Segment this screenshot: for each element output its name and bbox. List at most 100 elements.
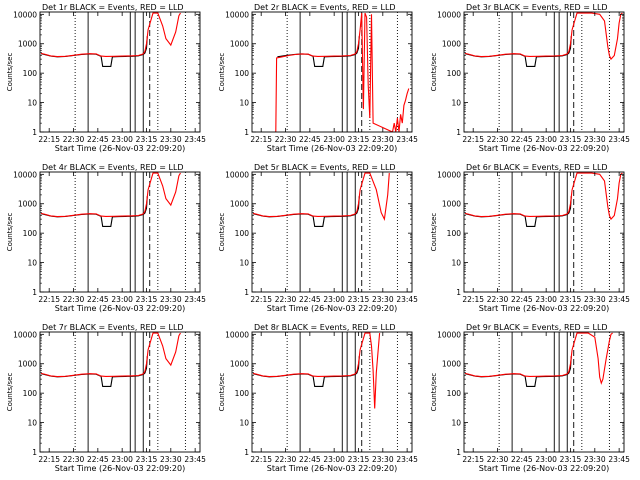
y-tick-label: 10 (451, 419, 461, 428)
y-tick-label: 100 (235, 69, 250, 78)
x-axis-label: Start Time (26-Nov-03 22:09:20) (55, 464, 185, 473)
y-tick-label: 10 (451, 259, 461, 268)
x-tick-label: 23:45 (396, 455, 418, 464)
y-axis-label: Counts/sec (6, 53, 14, 92)
x-tick-label: 22:30 (275, 135, 297, 144)
x-tick-label: 23:00 (323, 455, 345, 464)
x-tick-label: 23:15 (560, 135, 582, 144)
x-tick-label: 23:45 (184, 295, 206, 304)
plot-area (464, 332, 613, 452)
x-axis-label: Start Time (26-Nov-03 22:09:20) (267, 304, 397, 313)
lld-series-line (464, 172, 623, 221)
y-tick-label: 100 (447, 229, 462, 238)
y-tick-label: 1000 (442, 40, 461, 49)
x-tick-label: 22:15 (250, 135, 272, 144)
x-tick-label: 23:15 (348, 295, 370, 304)
y-tick-label: 1000 (18, 40, 37, 49)
y-tick-label: 1 (32, 288, 37, 297)
panel-title: Det 6r BLACK = Events, RED = LLD (466, 163, 608, 172)
x-tick-label: 23:30 (584, 295, 606, 304)
x-tick-label: 23:30 (584, 135, 606, 144)
x-tick-label: 22:15 (250, 295, 272, 304)
panel-det-4: Det 4r BLACK = Events, RED = LLD 1 10 100 10… (6, 163, 206, 313)
y-tick-label: 1 (456, 288, 461, 297)
x-tick-label: 23:30 (160, 455, 182, 464)
y-tick-label: 1 (456, 128, 461, 137)
y-tick-label: 100 (23, 69, 38, 78)
plot-area (464, 12, 623, 132)
x-tick-label: 22:30 (487, 455, 509, 464)
x-tick-label: 23:00 (535, 135, 557, 144)
x-tick-label: 23:45 (608, 455, 630, 464)
panel-title: Det 1r BLACK = Events, RED = LLD (42, 3, 184, 12)
x-tick-label: 22:45 (87, 295, 109, 304)
panel-title: Det 4r BLACK = Events, RED = LLD (42, 163, 184, 172)
x-tick-label: 22:15 (462, 295, 484, 304)
lld-series-line (464, 12, 623, 61)
x-axis-label: Start Time (26-Nov-03 22:09:20) (267, 464, 397, 473)
y-tick-label: 10000 (225, 330, 249, 339)
x-tick-label: 23:15 (560, 455, 582, 464)
plot-frame (39, 11, 201, 133)
panel-det-7: Det 7r BLACK = Events, RED = LLD 1 10 100 10… (6, 323, 206, 473)
x-tick-label: 23:00 (323, 295, 345, 304)
y-tick-label: 10 (27, 99, 37, 108)
panel-det-5: Det 5r BLACK = Events, RED = LLD 1 10 100 10… (218, 163, 418, 313)
y-tick-label: 100 (235, 229, 250, 238)
panel-title: Det 5r BLACK = Events, RED = LLD (254, 163, 396, 172)
y-tick-label: 1000 (442, 360, 461, 369)
y-tick-label: 1 (456, 448, 461, 457)
plot-frame (463, 171, 625, 293)
y-tick-label: 1000 (230, 200, 249, 209)
y-tick-label: 1000 (18, 360, 37, 369)
x-tick-label: 23:45 (396, 135, 418, 144)
panel-det-9: Det 9r BLACK = Events, RED = LLD 1 10 100 10… (430, 323, 630, 473)
x-axis-label: Start Time (26-Nov-03 22:09:20) (55, 304, 185, 313)
y-tick-label: 10 (239, 99, 249, 108)
y-tick-label: 1 (32, 128, 37, 137)
y-tick-label: 10 (239, 259, 249, 268)
events-series-line (40, 356, 148, 387)
plot-frame (39, 171, 201, 293)
plot-area (40, 332, 186, 452)
events-series-line (464, 36, 572, 67)
x-tick-label: 22:30 (275, 295, 297, 304)
x-tick-label: 23:15 (560, 295, 582, 304)
y-tick-label: 10000 (13, 170, 37, 179)
events-series-line (464, 356, 572, 387)
lld-series-line (40, 12, 181, 58)
y-tick-label: 10 (27, 419, 37, 428)
y-axis-label: Counts/sec (430, 53, 438, 92)
x-tick-label: 23:30 (160, 295, 182, 304)
x-tick-label: 23:30 (160, 135, 182, 144)
x-axis-label: Start Time (26-Nov-03 22:09:20) (479, 464, 609, 473)
x-tick-label: 23:15 (136, 295, 158, 304)
x-tick-label: 22:30 (487, 135, 509, 144)
y-tick-label: 1 (32, 448, 37, 457)
lld-series-line (40, 172, 181, 218)
y-tick-label: 10000 (13, 10, 37, 19)
x-tick-label: 22:15 (250, 455, 272, 464)
y-tick-label: 10 (451, 99, 461, 108)
events-series-line (252, 196, 360, 227)
events-series-line (40, 36, 148, 67)
x-tick-label: 23:45 (608, 295, 630, 304)
plot-area (252, 172, 398, 292)
y-tick-label: 1 (244, 448, 249, 457)
x-tick-label: 22:45 (87, 135, 109, 144)
plot-frame (251, 11, 413, 133)
plot-area (252, 332, 398, 452)
x-tick-label: 23:30 (372, 295, 394, 304)
x-tick-label: 22:30 (275, 455, 297, 464)
x-tick-label: 22:45 (511, 455, 533, 464)
panel-det-8: Det 8r BLACK = Events, RED = LLD 1 10 100 10… (218, 323, 418, 473)
x-tick-label: 23:00 (111, 135, 133, 144)
x-tick-label: 22:45 (299, 295, 321, 304)
events-series-line (252, 356, 360, 387)
y-tick-label: 10 (239, 419, 249, 428)
panel-det-6: Det 6r BLACK = Events, RED = LLD 1 10 100 10… (430, 163, 630, 313)
x-tick-label: 23:15 (136, 455, 158, 464)
x-tick-label: 23:00 (111, 455, 133, 464)
y-tick-label: 1 (244, 128, 249, 137)
